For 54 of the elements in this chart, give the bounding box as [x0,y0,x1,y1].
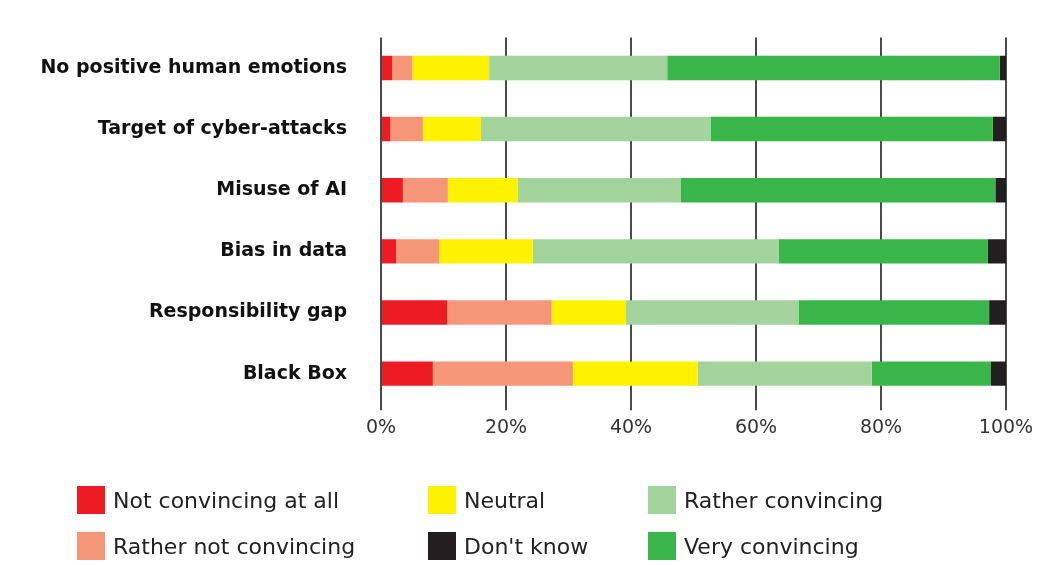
bar [447,300,552,325]
x-tick-label: 40% [609,414,653,437]
bar [532,239,779,264]
x-tick-label: 0% [365,414,397,437]
bar [778,239,988,264]
bar [481,116,711,142]
y-tick-label: Misuse of AI [216,177,347,200]
x-tick-label: 60% [734,414,778,437]
bar [396,239,440,264]
legend-label: Don't know [464,533,589,559]
bar [447,178,518,203]
bar [382,178,403,203]
legend-label: Rather convincing [684,487,884,513]
bar [711,116,993,142]
bar [798,300,990,325]
bar [626,300,799,325]
bar [402,178,448,203]
y-tick-label: Target of cyber-attacks [97,116,347,139]
legend-label: Not convincing at all [113,487,340,513]
bar [992,116,1006,142]
bar [697,361,872,386]
bar [382,361,433,386]
x-tick-label: 100% [978,414,1034,437]
bar [667,55,1000,81]
bar [681,178,996,203]
bar [412,55,490,81]
bar [871,361,991,386]
y-tick-label: Responsibility gap [148,299,347,322]
legend-label: Neutral [464,487,546,513]
bar [422,116,481,142]
bar [382,55,393,81]
bar [995,178,1006,203]
bar [551,300,626,325]
bar [390,116,423,142]
bar [439,239,533,264]
legend-label: Rather not convincing [113,533,356,559]
bar [989,300,1006,325]
bar [489,55,668,81]
bar [991,361,1006,386]
bar [999,55,1006,81]
bar [517,178,681,203]
bar [392,55,413,81]
y-tick-label: No positive human emotions [40,54,347,77]
x-tick-label: 20% [484,414,528,437]
bar [432,361,573,386]
y-tick-label: Black Box [242,360,347,383]
bar [382,300,448,325]
legend-label: Very convincing [684,533,859,559]
bar [382,239,396,264]
bar [382,116,391,142]
bar [572,361,698,386]
y-tick-label: Bias in data [220,238,347,261]
x-tick-label: 80% [859,414,903,437]
bar [987,239,1006,264]
